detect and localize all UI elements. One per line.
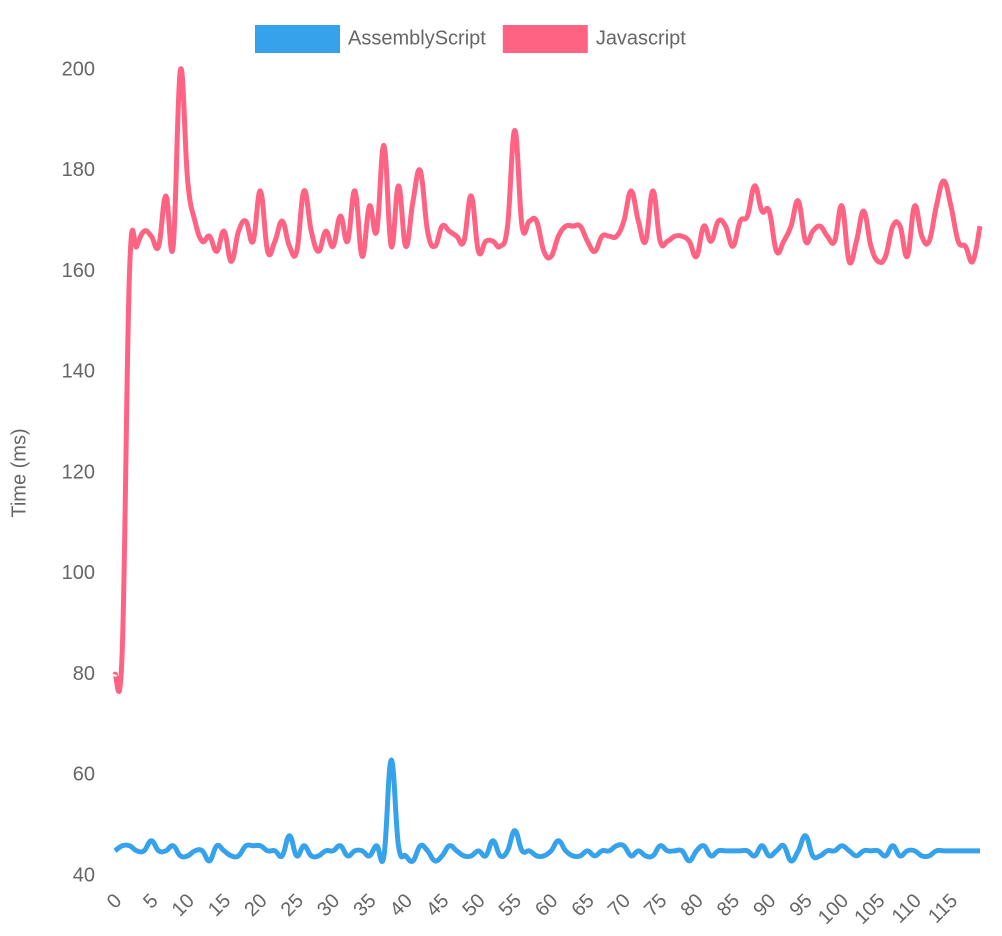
y-tick-label: 60: [73, 764, 95, 786]
x-tick-label: 15: [204, 890, 235, 921]
x-tick-label: 80: [676, 890, 707, 921]
x-tick-label: 5: [139, 890, 162, 913]
x-tick-label: 40: [386, 890, 417, 921]
x-tick-label: 65: [567, 890, 598, 921]
x-tick-label: 75: [640, 890, 671, 921]
x-tick-label: 0: [103, 890, 126, 913]
x-tick-label: 35: [349, 890, 380, 921]
x-tick-label: 10: [168, 890, 199, 921]
x-tick-label: 85: [713, 890, 744, 921]
x-tick-label: 20: [240, 890, 271, 921]
y-tick-label: 180: [62, 159, 95, 181]
y-tick-label: 200: [62, 58, 95, 80]
y-axis-label: Time (ms): [8, 428, 30, 517]
x-tick-label: 25: [277, 890, 308, 921]
line-series: [112, 66, 983, 694]
x-tick-label: 105: [850, 890, 889, 929]
x-tick-label: 55: [495, 890, 526, 921]
x-tick-label: 50: [458, 890, 489, 921]
y-tick-label: 80: [73, 663, 95, 685]
y-tick-label: 140: [62, 361, 95, 383]
y-tick-label: 40: [73, 864, 95, 886]
line-series: [113, 757, 980, 865]
legend-swatch: [255, 25, 340, 53]
x-tick-label: 110: [888, 890, 926, 928]
x-tick-label: 100: [814, 890, 853, 929]
y-tick-label: 100: [62, 562, 95, 584]
x-tick-label: 60: [531, 890, 562, 921]
x-tick-label: 95: [786, 890, 817, 921]
legend-swatch: [502, 25, 588, 53]
y-tick-label: 120: [62, 461, 95, 483]
y-tick-label: 160: [62, 260, 95, 282]
legend-label: Javascript: [596, 27, 686, 49]
x-tick-label: 70: [604, 890, 635, 921]
x-tick-label: 30: [313, 890, 344, 921]
x-tick-label: 45: [422, 890, 453, 921]
x-tick-label: 115: [924, 890, 962, 928]
x-tick-label: 90: [749, 890, 780, 921]
legend-label: AssemblyScript: [348, 27, 486, 49]
